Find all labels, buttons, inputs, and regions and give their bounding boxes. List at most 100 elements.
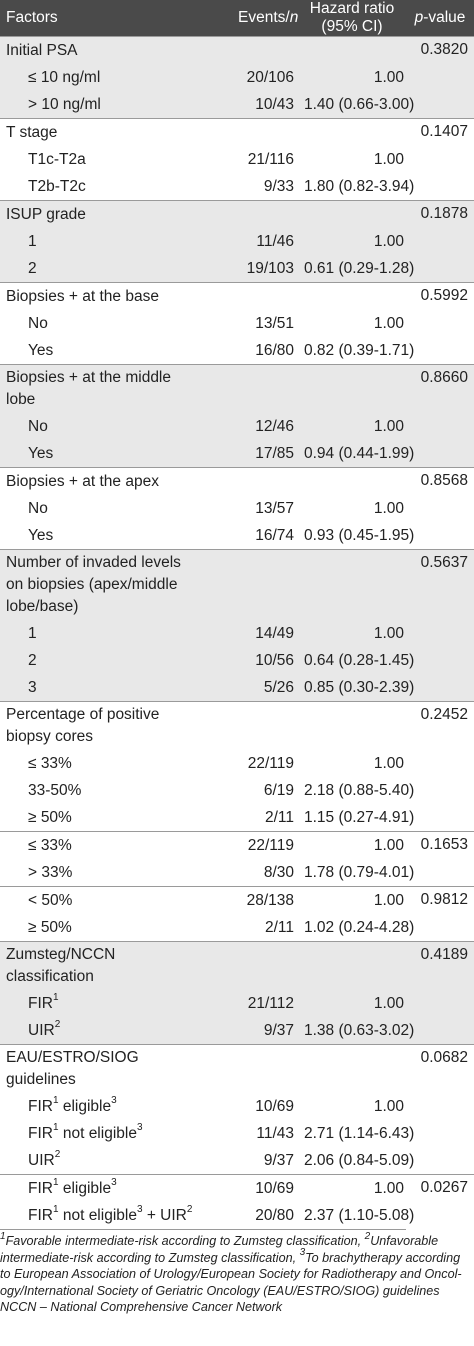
group-row-biopsies-base: Biopsies + at the base 0.5992 xyxy=(0,282,474,365)
results-table: Factors Events/n Hazard ratio (95% CI) p-… xyxy=(0,0,474,1230)
p-value: 0.8660 xyxy=(406,364,474,468)
events-value: 20/106 xyxy=(232,64,298,91)
events-value: 9/37 xyxy=(232,1017,298,1045)
events-value: 13/57 xyxy=(255,499,294,517)
p-value: 0.5637 xyxy=(406,549,474,702)
table-row: 3 5/26 0.85 (0.30-2.39) xyxy=(0,674,474,702)
p-value: 0.0682 xyxy=(406,1044,474,1175)
factor-level: UIR2 xyxy=(28,1149,61,1169)
events-value: 10/69 xyxy=(255,1097,294,1115)
factor-level: < 50% xyxy=(0,886,232,914)
table-row: ≤ 33% 22/119 1.00 0.1653 xyxy=(0,831,474,887)
events-value: 22/119 xyxy=(232,831,298,859)
factor-level: Yes xyxy=(0,440,232,468)
hazard-ratio-value: 1.40 (0.66-3.00) xyxy=(298,91,414,119)
factor-level: 1 xyxy=(0,620,232,647)
hazard-ratio-value: 2.06 (0.84-5.09) xyxy=(304,1151,415,1169)
group-row-initial-psa: Initial PSA 0.3820 xyxy=(0,36,474,119)
table-footnotes: 1Favorable intermediate-risk according t… xyxy=(0,1230,474,1316)
events-value: 17/85 xyxy=(232,440,298,468)
hazard-ratio-value: 1.00 xyxy=(298,228,406,255)
group-label: EAU/ESTRO/SIOG guidelines xyxy=(0,1044,406,1093)
events-value: 28/138 xyxy=(232,886,298,914)
group-row-positive-cores: Percentage of positive biopsy cores 0.245… xyxy=(0,701,474,832)
factor-level: 3 xyxy=(0,674,232,702)
table-row: No 13/57 1.00 xyxy=(0,495,474,522)
table-row: > 33% 8/30 1.78 (0.79-4.01) xyxy=(0,859,474,887)
hazard-ratio-value: 1.00 xyxy=(373,150,404,168)
header-row: Factors Events/n Hazard ratio (95% CI) p-… xyxy=(0,0,474,37)
p-value: 0.2452 xyxy=(406,701,474,832)
table-row: ≤ 10 ng/ml 20/106 1.00 xyxy=(0,64,474,91)
hazard-ratio-value: 1.00 xyxy=(298,831,406,859)
group-label: Biopsies + at the base xyxy=(0,282,406,310)
table-row: Yes 16/74 0.93 (0.45-1.95) xyxy=(0,522,474,550)
hazard-ratio-value: 1.00 xyxy=(298,64,406,91)
group-label: Biopsies + at the apex xyxy=(0,467,406,495)
events-value: 21/112 xyxy=(232,990,298,1017)
events-value: 19/103 xyxy=(232,255,298,283)
group-label: ISUP grade xyxy=(0,200,406,228)
p-value: 0.5992 xyxy=(406,282,474,365)
events-value: 11/43 xyxy=(256,1124,294,1142)
events-value: 5/26 xyxy=(232,674,298,702)
table-row: FIR1 eligible3 10/69 1.00 xyxy=(0,1093,474,1120)
hazard-ratio-value: 2.37 (1.10-5.08) xyxy=(298,1202,414,1230)
table-row: UIR2 9/37 1.38 (0.63-3.02) xyxy=(0,1017,474,1045)
factor-level: Yes xyxy=(28,526,54,544)
hazard-ratio-value: 1.00 xyxy=(373,1097,404,1115)
p-value: 0.1407 xyxy=(406,118,474,201)
table-row: 33-50% 6/19 2.18 (0.88-5.40) xyxy=(0,777,474,804)
factor-level: > 10 ng/ml xyxy=(0,91,232,119)
table-row: > 10 ng/ml 10/43 1.40 (0.66-3.00) xyxy=(0,91,474,119)
factor-level: FIR1 not eligible3 xyxy=(28,1122,143,1142)
hazard-ratio-value: 1.00 xyxy=(298,1174,406,1202)
group-label: Biopsies + at the middle lobe xyxy=(0,364,406,413)
events-value: 10/69 xyxy=(232,1174,298,1202)
group-row-biopsies-apex: Biopsies + at the apex 0.8568 xyxy=(0,467,474,550)
factor-level: No xyxy=(28,314,48,332)
hazard-ratio-value: 2.18 (0.88-5.40) xyxy=(304,781,415,799)
factor-level: ≥ 50% xyxy=(28,918,72,936)
group-label: Percentage of positive biopsy cores xyxy=(0,701,406,750)
group-row-t-stage: T stage 0.1407 xyxy=(0,118,474,201)
factor-level: UIR2 xyxy=(0,1017,232,1045)
hazard-ratio-value: 1.02 (0.24-4.28) xyxy=(304,918,415,936)
events-value: 13/51 xyxy=(255,314,294,332)
table-row: No 12/46 1.00 xyxy=(0,413,474,440)
factor-level: ≥ 50% xyxy=(28,808,72,826)
table-row: T1c-T2a 21/116 1.00 xyxy=(0,146,474,173)
group-row-eau-guidelines: EAU/ESTRO/SIOG guidelines 0.0682 xyxy=(0,1044,474,1175)
events-value: 8/30 xyxy=(263,863,294,881)
factor-level: FIR1 eligible3 xyxy=(28,1095,117,1115)
table-row: No 13/51 1.00 xyxy=(0,310,474,337)
table-row: ≤ 33% 22/119 1.00 xyxy=(0,750,474,777)
table-row: 2 19/103 0.61 (0.29-1.28) xyxy=(0,255,474,283)
factor-level: No xyxy=(0,413,232,440)
table-row: ≥ 50% 2/11 1.15 (0.27-4.91) xyxy=(0,804,474,832)
group-row-zumsteg: Zumsteg/NCCN classification 0.4189 xyxy=(0,941,474,1045)
hazard-ratio-value: 1.00 xyxy=(373,499,404,517)
footnote-line: intermediate-risk according to Zumsteg c… xyxy=(0,1247,461,1265)
p-value: 0.8568 xyxy=(406,467,474,550)
events-value: 21/116 xyxy=(247,150,294,168)
hazard-ratio-value: 1.00 xyxy=(373,754,404,772)
factor-level: Yes xyxy=(28,341,54,359)
events-value: 2/11 xyxy=(264,808,294,826)
p-value: 0.1653 xyxy=(406,831,474,887)
hazard-ratio-value: 1.00 xyxy=(373,314,404,332)
factor-level: ≤ 33% xyxy=(0,831,232,859)
factor-level: ≤ 10 ng/ml xyxy=(0,64,232,91)
hazard-ratio-value: 1.00 xyxy=(298,413,406,440)
group-row-biopsies-middle: Biopsies + at the middle lobe 0.8660 xyxy=(0,364,474,468)
footnote-line: NCCN – National Comprehensive Cancer Net… xyxy=(0,1300,283,1314)
events-value: 14/49 xyxy=(232,620,298,647)
header-factors: Factors xyxy=(0,0,232,37)
events-value: 20/80 xyxy=(232,1202,298,1230)
group-label: T stage xyxy=(0,118,406,146)
group-label: Zumsteg/NCCN classification xyxy=(0,941,406,990)
factor-level: 1 xyxy=(0,228,232,255)
footnote-line: to European Association of Urology/Europ… xyxy=(0,1267,462,1281)
factor-level: 33-50% xyxy=(28,781,82,799)
footnote-line: 1Favorable intermediate-risk according t… xyxy=(0,1230,439,1248)
